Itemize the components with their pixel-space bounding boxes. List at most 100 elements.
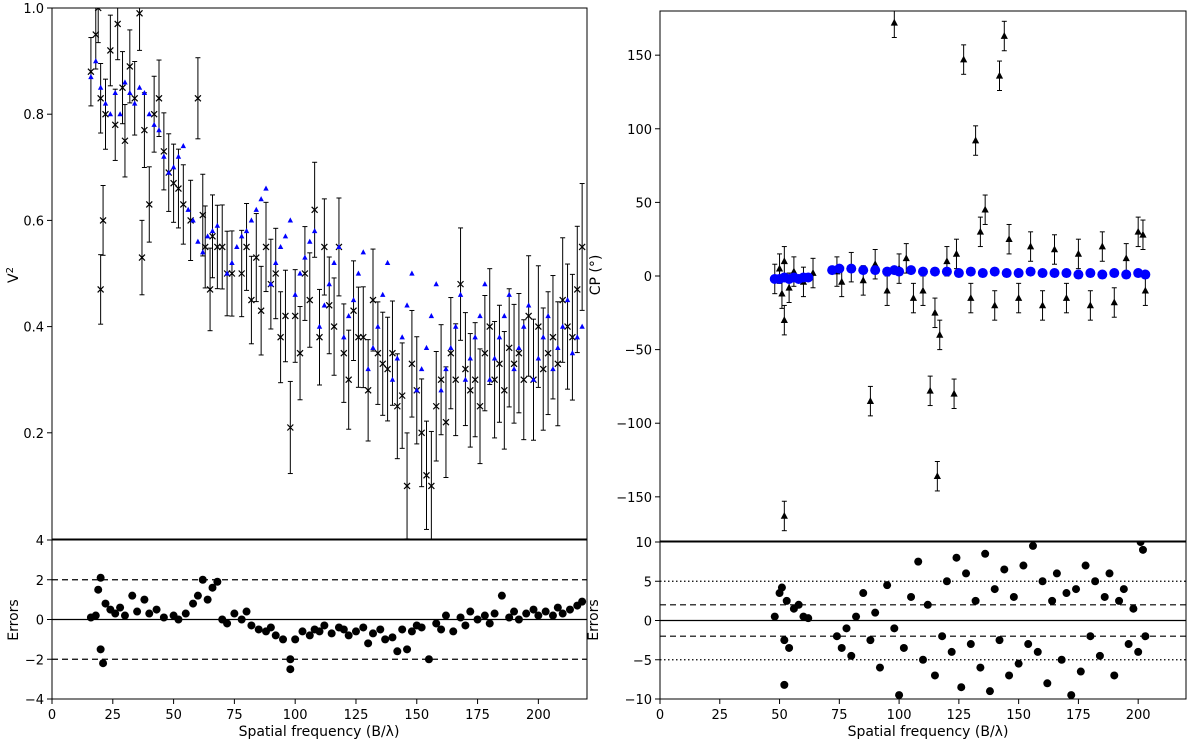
- residual-point: [777, 583, 786, 592]
- y-tick-label: 0: [36, 614, 44, 629]
- residual-point: [140, 595, 149, 604]
- data-point-x-marker: [170, 179, 178, 187]
- data-point-x-marker: [213, 243, 221, 251]
- residual-point: [271, 631, 280, 640]
- residual-point: [541, 607, 550, 616]
- residual-point: [364, 639, 373, 648]
- data-point-triangle: [995, 71, 1004, 79]
- data-point-triangle: [122, 79, 128, 85]
- data-point-x-marker: [423, 471, 430, 479]
- data-point-triangle: [161, 153, 167, 159]
- data-point-triangle: [175, 153, 182, 159]
- data-point-x-marker: [578, 243, 586, 251]
- y-tick-label: 0.6: [23, 214, 44, 229]
- data-point-x-marker: [138, 254, 146, 261]
- series-triangle: [88, 58, 585, 393]
- data-point-x-marker: [515, 349, 523, 357]
- data-point-triangle: [1026, 242, 1035, 250]
- data-point-triangle: [967, 294, 975, 301]
- data-point-triangle: [890, 18, 898, 26]
- data-point-triangle: [919, 286, 927, 294]
- data-point-triangle: [780, 511, 788, 519]
- data-point-x-marker: [131, 94, 139, 102]
- data-point-triangle: [859, 276, 867, 284]
- residual-point: [407, 627, 416, 636]
- residual-point: [237, 615, 246, 624]
- data-point-triangle: [540, 334, 546, 340]
- data-point-x-marker: [384, 365, 392, 373]
- model-point-circle: [1109, 268, 1120, 279]
- data-point-triangle: [501, 312, 508, 319]
- data-point-x-marker: [461, 365, 469, 373]
- y-tick-label: 4: [36, 534, 44, 549]
- residual-point: [1138, 545, 1147, 554]
- data-point-x-marker: [466, 386, 474, 394]
- v2-residuals-panel: −4 −2 0 2 4 0 25 50 75 100 125 150 175 200 Errors Sp…: [6, 534, 588, 740]
- cp-residuals-xticks: 0 25 50 75 100 125 150 175 200: [656, 699, 1151, 723]
- residual-point: [174, 615, 183, 624]
- model-point-circle: [1121, 269, 1132, 280]
- data-point-x-marker: [94, 8, 102, 12]
- data-point-triangle: [545, 312, 551, 319]
- residual-point: [866, 636, 875, 645]
- residual-point: [327, 629, 336, 638]
- data-point-x-marker: [119, 84, 126, 92]
- data-point-x-marker: [286, 424, 294, 431]
- residual-point: [832, 632, 841, 641]
- residual-point: [133, 607, 142, 616]
- data-point-triangle: [521, 323, 527, 329]
- data-point-triangle: [1098, 242, 1106, 250]
- residual-point: [344, 631, 353, 640]
- data-point-x-marker: [520, 376, 528, 384]
- data-point-x-marker: [121, 137, 129, 145]
- model-point-circle: [977, 268, 988, 279]
- data-point-triangle: [785, 283, 793, 291]
- data-point-x-marker: [427, 482, 435, 490]
- data-point-triangle: [778, 289, 786, 297]
- residual-point: [286, 665, 295, 674]
- data-point-triangle: [564, 297, 571, 303]
- x-tick-label: 0: [48, 708, 56, 723]
- data-point-triangle: [931, 308, 939, 316]
- y-tick-label: 0.8: [23, 108, 44, 123]
- residual-point: [193, 591, 202, 600]
- data-point-x-marker: [476, 402, 484, 410]
- data-point-x-marker: [111, 121, 119, 129]
- residual-point: [1014, 659, 1023, 668]
- data-point-triangle: [1000, 32, 1008, 39]
- data-point-x-marker: [350, 307, 357, 315]
- data-point-x-marker: [525, 312, 533, 320]
- data-point-triangle: [438, 387, 444, 393]
- residual-point: [842, 624, 851, 633]
- model-point-circle: [1001, 268, 1012, 279]
- data-point-triangle: [263, 185, 269, 191]
- data-point-triangle: [190, 217, 196, 223]
- data-point-triangle: [287, 217, 294, 223]
- data-point-x-marker: [102, 110, 109, 118]
- residual-point: [254, 625, 263, 634]
- data-point-triangle: [273, 259, 279, 265]
- residual-point: [1129, 604, 1138, 613]
- data-point-triangle: [166, 169, 172, 175]
- residual-point: [403, 645, 412, 654]
- data-point-triangle: [477, 312, 483, 319]
- cp-residuals-frame: [659, 541, 1187, 700]
- data-point-triangle: [156, 127, 162, 133]
- data-point-x-marker: [442, 418, 450, 426]
- data-point-x-marker: [447, 349, 455, 357]
- data-point-x-marker: [369, 296, 377, 304]
- y-tick-label: −5: [633, 654, 652, 669]
- x-tick-label: 75: [831, 708, 848, 723]
- residual-point: [480, 611, 489, 620]
- model-point-circle: [1073, 269, 1084, 280]
- data-point-triangle: [530, 376, 537, 382]
- cp-residuals-ylabel: Errors: [586, 599, 602, 640]
- residual-point: [899, 643, 908, 652]
- residual-point: [522, 609, 531, 618]
- data-point-triangle: [268, 281, 274, 287]
- v2-plot-panel: 0.2 0.4 0.6 0.8 1.0 V2: [5, 2, 588, 540]
- residual-point: [315, 627, 324, 636]
- cp-plot-panel: −150 −100 −50 0 50 100 150 CP (°): [588, 10, 1187, 542]
- data-point-triangle: [472, 334, 478, 340]
- residual-point: [279, 635, 288, 644]
